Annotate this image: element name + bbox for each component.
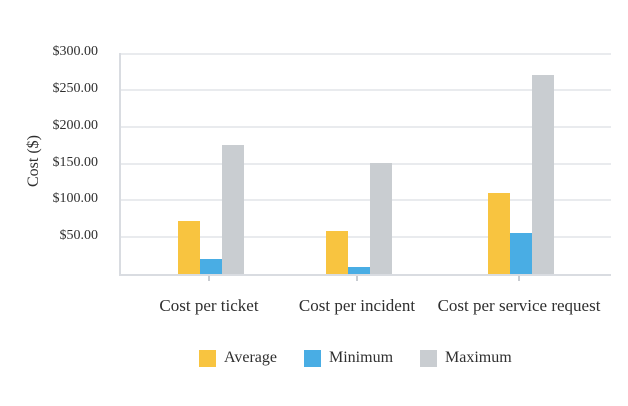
legend: Average Minimum Maximum: [199, 349, 512, 367]
gridline: [121, 199, 611, 201]
bar-average-cost-per-service-request: [488, 193, 510, 274]
plot-area: [119, 53, 611, 276]
legend-label: Minimum: [329, 349, 394, 366]
x-axis-tick: [356, 276, 358, 281]
bar-minimum-cost-per-incident: [348, 267, 370, 274]
bar-maximum-cost-per-ticket: [222, 145, 244, 274]
bar-average-cost-per-ticket: [178, 221, 200, 274]
bar-group-cost-per-ticket: [178, 145, 244, 274]
legend-swatch-minimum: [304, 349, 321, 367]
bar-maximum-cost-per-service-request: [532, 75, 554, 274]
bar-average-cost-per-incident: [326, 231, 348, 274]
legend-label: Average: [224, 349, 277, 366]
gridline: [121, 89, 611, 91]
bar-maximum-cost-per-incident: [370, 163, 392, 274]
bar-group-cost-per-service-request: [488, 75, 554, 274]
bar-group-cost-per-incident: [326, 163, 392, 274]
legend-swatch-maximum: [420, 349, 438, 367]
bar-minimum-cost-per-ticket: [200, 259, 222, 274]
legend-item-average: Average: [199, 349, 277, 367]
legend-label: Maximum: [445, 349, 512, 366]
y-axis-tick-label: $300.00: [52, 44, 99, 59]
gridline: [121, 53, 611, 55]
x-axis-category-label: Cost per service request: [437, 296, 601, 315]
gridline: [121, 163, 611, 165]
y-axis-tick-label: $50.00: [59, 228, 99, 243]
legend-swatch-average: [199, 349, 216, 367]
x-axis-category-label: Cost per incident: [298, 296, 416, 315]
y-axis-tick-label: $150.00: [52, 155, 99, 170]
gridline: [121, 126, 611, 128]
y-axis-tick-label: $250.00: [52, 81, 99, 96]
x-axis-tick: [208, 276, 210, 281]
x-axis-tick: [518, 276, 520, 281]
bar-minimum-cost-per-service-request: [510, 233, 532, 274]
legend-item-minimum: Minimum: [304, 349, 393, 367]
x-axis-category-label: Cost per ticket: [159, 296, 259, 315]
y-axis-tick-label: $100.00: [52, 191, 99, 206]
gridline: [121, 236, 611, 238]
y-axis-tick-label: $200.00: [52, 118, 99, 133]
legend-item-maximum: Maximum: [420, 349, 512, 367]
